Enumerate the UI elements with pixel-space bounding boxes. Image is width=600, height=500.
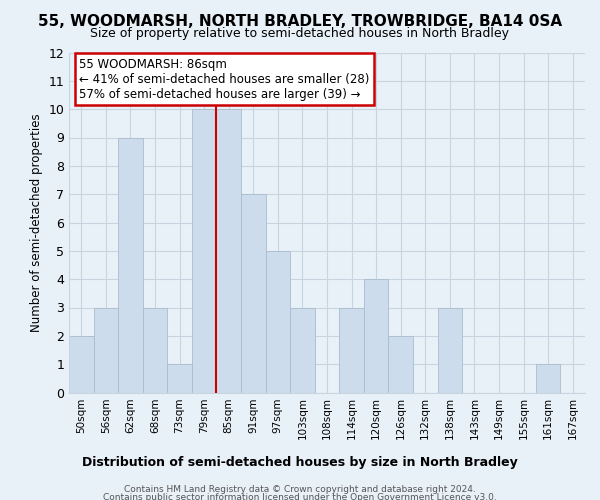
Bar (241, 194, 266, 392)
Bar (536, 364, 560, 392)
Text: Distribution of semi-detached houses by size in North Bradley: Distribution of semi-detached houses by … (82, 456, 518, 469)
Bar (437, 308, 462, 392)
Text: 55, WOODMARSH, NORTH BRADLEY, TROWBRIDGE, BA14 0SA: 55, WOODMARSH, NORTH BRADLEY, TROWBRIDGE… (38, 14, 562, 29)
Bar (69, 336, 94, 392)
Bar (339, 308, 364, 392)
Bar (266, 251, 290, 392)
Y-axis label: Number of semi-detached properties: Number of semi-detached properties (30, 113, 43, 332)
Bar (217, 109, 241, 393)
Text: Contains public sector information licensed under the Open Government Licence v3: Contains public sector information licen… (103, 493, 497, 500)
Bar (143, 308, 167, 392)
Bar (94, 308, 118, 392)
Bar (364, 279, 388, 392)
Bar (167, 364, 192, 392)
Bar (118, 138, 143, 392)
Bar (192, 109, 217, 393)
Bar (290, 308, 315, 392)
Bar (388, 336, 413, 392)
Text: 55 WOODMARSH: 86sqm
← 41% of semi-detached houses are smaller (28)
57% of semi-d: 55 WOODMARSH: 86sqm ← 41% of semi-detach… (79, 58, 370, 100)
Text: Size of property relative to semi-detached houses in North Bradley: Size of property relative to semi-detach… (91, 28, 509, 40)
Text: Contains HM Land Registry data © Crown copyright and database right 2024.: Contains HM Land Registry data © Crown c… (124, 485, 476, 494)
